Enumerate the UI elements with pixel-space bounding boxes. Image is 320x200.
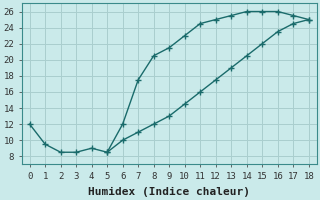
- X-axis label: Humidex (Indice chaleur): Humidex (Indice chaleur): [88, 186, 250, 197]
